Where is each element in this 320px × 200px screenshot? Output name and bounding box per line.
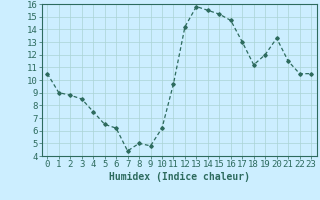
X-axis label: Humidex (Indice chaleur): Humidex (Indice chaleur) bbox=[109, 172, 250, 182]
